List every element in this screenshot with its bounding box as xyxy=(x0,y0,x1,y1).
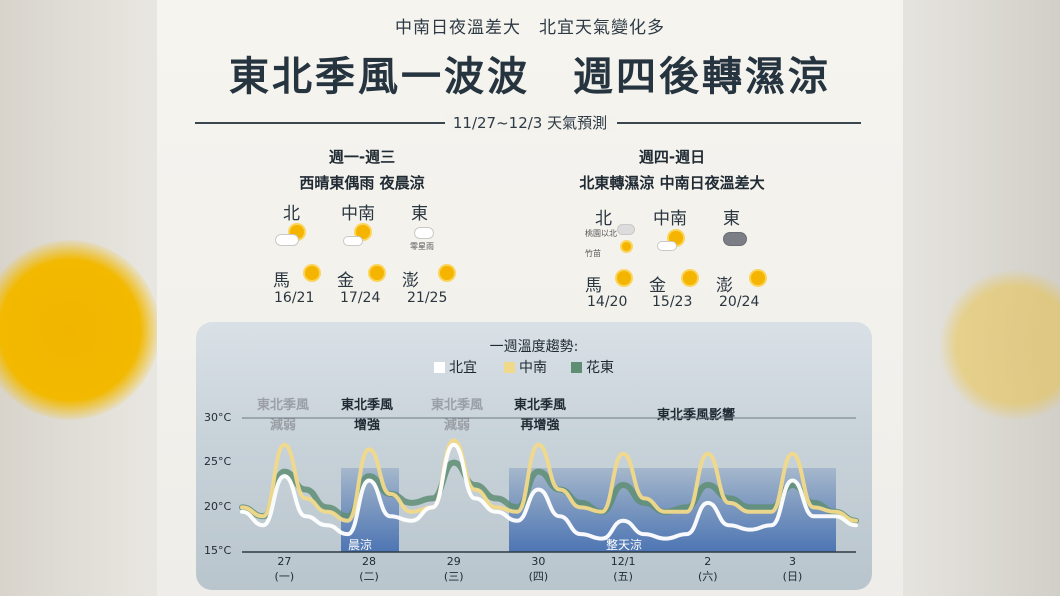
annotation-monsoon-weaken-1: 東北季風 減弱 xyxy=(256,398,309,433)
band-cool-all-day-label: 整天涼 xyxy=(606,538,643,552)
annotation-monsoon-restrengthen: 東北季風 再增強 xyxy=(513,398,566,433)
left-region-north: 北 xyxy=(283,204,300,224)
background-sun-left xyxy=(0,240,160,420)
temperature-line-chart xyxy=(239,417,859,553)
right-temp-penghu: 20/24 xyxy=(719,294,760,310)
left-temp-kinmen: 17/24 xyxy=(340,290,381,306)
right-temp-kinmen: 15/23 xyxy=(652,294,693,310)
left-region-east: 東 xyxy=(411,204,428,224)
band-morning-cool-label: 晨涼 xyxy=(348,538,373,552)
right-temp-matsu: 14/20 xyxy=(587,294,628,310)
x-tick-label: 3 (日) xyxy=(782,555,803,583)
left-summary: 西晴東偶雨 夜晨涼 xyxy=(299,174,425,192)
annotation-monsoon-influence: 東北季風影響 xyxy=(656,408,735,423)
x-tick-label: 30 (四) xyxy=(528,555,549,583)
right-island-matsu: 馬 xyxy=(585,276,602,296)
annotation-monsoon-strengthen: 東北季風 增強 xyxy=(340,398,393,433)
right-island-kinmen: 金 xyxy=(649,276,666,296)
x-tick-label: 27 (一) xyxy=(274,555,295,583)
legend-swatch xyxy=(571,362,582,373)
series-line-0 xyxy=(240,442,858,541)
main-title: 東北季風一波波 週四後轉濕涼 xyxy=(229,54,831,100)
right-north-note-1: 桃園以北 xyxy=(585,229,617,238)
right-region-central-south: 中南 xyxy=(653,209,687,229)
legend-swatch xyxy=(434,362,445,373)
y-tick-25: 25°C xyxy=(204,455,232,468)
right-summary: 北東轉濕涼 中南日夜溫差大 xyxy=(579,174,765,192)
legend-central-south: 中南 xyxy=(504,357,547,377)
sunny-icon xyxy=(683,271,697,285)
left-temp-matsu: 16/21 xyxy=(274,290,315,306)
sunny-icon xyxy=(617,271,631,285)
left-island-kinmen: 金 xyxy=(337,271,354,291)
date-range: 11/27~12/3 天氣預測 xyxy=(157,112,903,133)
left-island-matsu: 馬 xyxy=(273,271,290,291)
background-sun-right xyxy=(940,270,1060,420)
sunny-icon xyxy=(370,266,384,280)
legend-swatch xyxy=(504,362,515,373)
sunny-icon xyxy=(751,271,765,285)
sunny-icon xyxy=(440,266,454,280)
left-east-note: 零星雨 xyxy=(410,242,434,251)
x-tick-label: 28 (二) xyxy=(359,555,379,583)
series-line-1 xyxy=(240,438,858,523)
subtitle: 中南日夜溫差大 北宜天氣變化多 xyxy=(395,18,665,38)
left-period: 週一-週三 xyxy=(328,148,396,166)
x-tick-label: 12/1 (五) xyxy=(610,555,636,583)
left-island-penghu: 澎 xyxy=(402,271,419,291)
y-tick-30: 30°C xyxy=(204,411,232,424)
chart-title: 一週溫度趨勢: xyxy=(489,339,579,355)
legend-north-yilan: 北宜 xyxy=(434,357,477,377)
right-region-north: 北 xyxy=(595,209,612,229)
left-temp-penghu: 21/25 xyxy=(407,290,448,306)
series-line-2 xyxy=(239,459,859,524)
y-tick-15: 15°C xyxy=(204,544,232,557)
legend-hualien-taitung: 花東 xyxy=(571,357,614,377)
right-north-note-2: 竹苗 xyxy=(585,249,601,258)
sunny-icon xyxy=(305,266,319,280)
x-tick-label: 29 (三) xyxy=(443,555,464,583)
x-tick-label: 2 (六) xyxy=(697,555,718,583)
temperature-trend-panel: 一週溫度趨勢: 北宜 中南 花東 東北季風 減弱 東北季風 增強 東北季風 減弱… xyxy=(196,322,872,590)
divider-right xyxy=(617,122,861,124)
right-region-east: 東 xyxy=(723,209,740,229)
left-region-central-south: 中南 xyxy=(341,204,375,224)
right-island-penghu: 澎 xyxy=(716,276,733,296)
right-period: 週四-週日 xyxy=(638,148,706,166)
annotation-monsoon-weaken-2: 東北季風 減弱 xyxy=(430,398,483,433)
y-tick-20: 20°C xyxy=(204,500,232,513)
divider-left xyxy=(195,122,445,124)
